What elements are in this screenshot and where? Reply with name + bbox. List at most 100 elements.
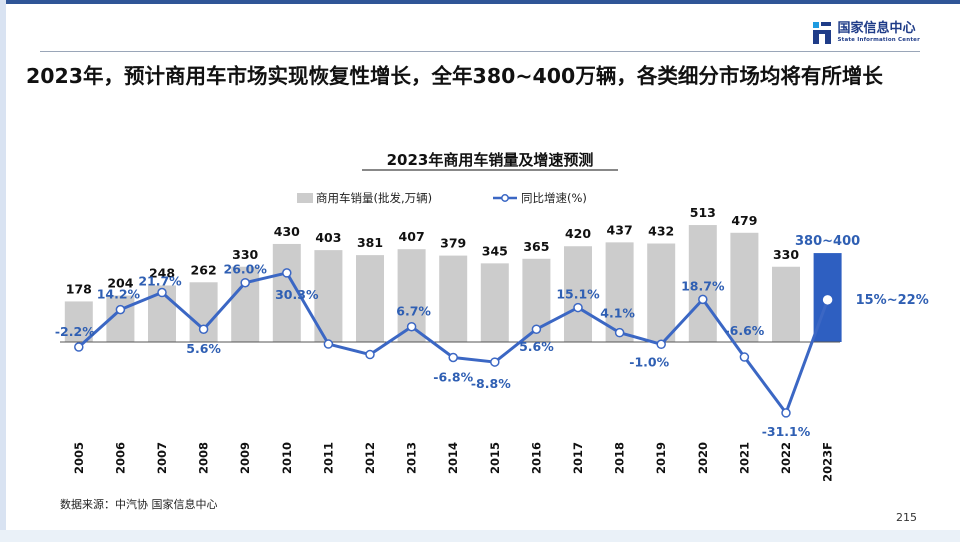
bar-value-label: 430 <box>274 224 300 239</box>
growth-rate-label: 21.7% <box>138 274 182 289</box>
bar <box>688 225 717 342</box>
bar <box>272 243 301 342</box>
growth-rate-label: -8.8% <box>471 376 511 391</box>
bottom-band <box>0 530 960 542</box>
x-tick-label: 2009 <box>238 442 252 474</box>
growth-rate-label: 15.1% <box>556 287 600 302</box>
bar <box>647 243 676 342</box>
bar-value-label: 513 <box>690 205 716 220</box>
x-tick-label: 2018 <box>613 442 627 474</box>
bar <box>64 301 93 342</box>
x-tick-label: 2020 <box>696 442 710 474</box>
growth-point <box>406 321 417 332</box>
bar-value-label: 407 <box>399 229 425 244</box>
growth-point <box>573 302 583 313</box>
sic-logo-icon <box>813 22 832 44</box>
growth-point <box>781 408 791 418</box>
growth-rate-label: -31.1% <box>762 424 811 439</box>
page-title: 2023年，预计商用车市场实现恢复性增长，全年380~400万辆，各类细分市场均… <box>26 64 883 88</box>
growth-point <box>656 339 666 350</box>
bar-value-label: 248 <box>149 265 175 280</box>
bar-value-label: 379 <box>440 236 466 251</box>
legend-line-label: 同比增速(%) <box>521 191 587 205</box>
legend-bar-swatch <box>297 193 313 203</box>
x-tick-label: 2022 <box>779 442 793 474</box>
bar-value-label: 381 <box>357 235 383 250</box>
bar <box>356 255 384 342</box>
bar <box>730 232 759 342</box>
growth-point <box>490 357 500 367</box>
x-tick-label: 2016 <box>529 442 543 474</box>
growth-rate-label: 14.2% <box>97 287 141 302</box>
growth-rate-label: 26.0% <box>224 262 268 277</box>
x-tick-label: 2012 <box>363 442 377 474</box>
x-tick-label: 2014 <box>446 442 460 474</box>
logo-name-cn: 国家信息中心 <box>837 21 916 36</box>
bar-value-label: 437 <box>607 222 633 237</box>
x-tick-label: 2008 <box>197 442 211 474</box>
x-tick-label: 2023F <box>821 442 835 482</box>
bar <box>772 266 800 342</box>
growth-rate-label: -2.2% <box>55 324 95 339</box>
x-tick-label: 2019 <box>654 442 668 474</box>
growth-rate-label: 5.6% <box>186 341 221 356</box>
logo-name-en: State Information Center <box>837 37 920 43</box>
growth-point <box>198 324 209 334</box>
bar-value-label: 204 <box>107 275 133 290</box>
data-source-note: 数据来源：中汽协 国家信息中心 <box>60 498 218 511</box>
bar-value-label: 479 <box>731 213 757 228</box>
legend: 商用车销量(批发,万辆) 同比增速(%) <box>297 191 587 205</box>
growth-rate-label: 6.7% <box>396 304 431 319</box>
growth-point <box>365 349 375 360</box>
x-tick-label: 2017 <box>571 442 585 474</box>
bar-value-label: 178 <box>66 281 92 296</box>
x-tick-label: 2011 <box>321 442 335 474</box>
left-frame-strip <box>0 0 6 542</box>
growth-point <box>115 304 126 315</box>
bar-value-label: 432 <box>648 224 674 239</box>
growth-rate-label: 18.7% <box>681 278 725 293</box>
growth-point <box>157 287 167 298</box>
legend-bar-label: 商用车销量(批发,万辆) <box>316 191 432 205</box>
bar-value-label: 262 <box>191 262 217 277</box>
growth-point <box>323 339 334 349</box>
bar-value-label: 365 <box>523 239 549 254</box>
bar-value-label: 403 <box>315 230 341 245</box>
bar-value-label: 330 <box>773 247 799 262</box>
top-frame-bar <box>0 0 960 4</box>
logo: 国家信息中心 State Information Center <box>813 22 920 44</box>
forecast-growth-point <box>822 295 833 305</box>
legend-line-marker <box>501 194 509 202</box>
bar-value-label: 420 <box>565 226 591 241</box>
bar-value-label: 345 <box>482 243 508 258</box>
growth-point <box>282 268 292 278</box>
x-tick-label: 2021 <box>737 442 751 474</box>
growth-point <box>614 327 625 338</box>
growth-rate-label: 5.6% <box>519 339 554 354</box>
growth-rate-label: 30.3% <box>275 287 319 302</box>
growth-rate-label: -6.6% <box>724 323 764 338</box>
x-tick-label: 2007 <box>155 442 169 474</box>
x-tick-label: 2015 <box>488 442 502 474</box>
page-number: 215 <box>896 511 917 524</box>
bar <box>564 246 592 342</box>
growth-point <box>531 324 542 334</box>
x-tick-label: 2010 <box>280 442 294 474</box>
x-tick-label: 2006 <box>113 442 127 474</box>
bar-value-label: 380~400 <box>795 234 860 249</box>
growth-point <box>240 277 250 288</box>
growth-point <box>739 352 750 362</box>
chart-title: 2023年商用车销量及增速预测 <box>387 151 594 169</box>
growth-point <box>448 352 458 363</box>
growth-rate-label: -1.0% <box>629 354 669 369</box>
bar <box>439 255 468 342</box>
bar <box>480 263 509 342</box>
growth-rate-label: 4.1% <box>600 306 635 321</box>
growth-point <box>698 294 708 305</box>
growth-rate-label: 15%~22% <box>856 293 929 308</box>
bar-value-label: 330 <box>232 247 258 262</box>
x-tick-label: 2005 <box>72 442 86 474</box>
growth-rate-label: -6.8% <box>433 370 473 385</box>
growth-point <box>74 342 84 352</box>
